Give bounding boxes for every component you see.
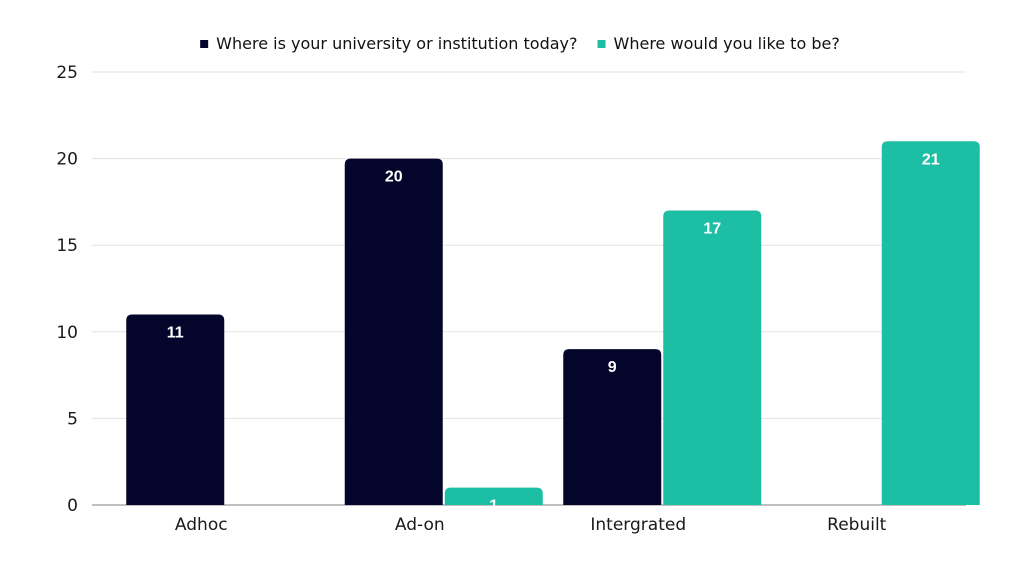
legend-item: Where is your university or institution …: [200, 34, 578, 53]
legend-swatch: [200, 40, 209, 48]
y-tick-label: 15: [56, 236, 78, 256]
bar-adhoc-series-1: [126, 314, 225, 505]
data-label: 21: [922, 151, 940, 168]
legend-label: Where is your university or institution …: [216, 34, 577, 53]
legend: Where is your university or institution …: [200, 34, 840, 53]
bar-ad-on-series-2: [444, 487, 543, 505]
y-tick-label: 10: [56, 323, 78, 343]
data-label: 11: [167, 324, 184, 341]
legend-label: Where would you like to be?: [614, 34, 840, 53]
data-label: 17: [703, 221, 721, 238]
y-tick-label: 20: [56, 150, 78, 170]
x-axis-categories: Adhoc Ad-on Intergrated Rebuilt: [175, 515, 887, 535]
legend-swatch: [597, 40, 606, 48]
x-category-label: Ad-on: [395, 515, 445, 535]
x-category-label: Adhoc: [175, 515, 228, 535]
x-category-label: Rebuilt: [827, 515, 887, 535]
data-label: 9: [608, 359, 617, 376]
legend-item: Where would you like to be?: [597, 34, 840, 53]
bar-intergrated-series-2: [663, 210, 762, 505]
bar-intergrated-series-1: [563, 349, 662, 505]
data-label: 1: [489, 498, 498, 515]
bar-ad-on-series-1: [344, 158, 443, 505]
bar-rebuilt-series-2: [881, 141, 980, 505]
y-tick-label: 25: [56, 63, 78, 83]
y-tick-label: 0: [67, 496, 78, 516]
x-category-label: Intergrated: [590, 515, 686, 535]
data-labels: 11 20 1 9 17 21: [167, 151, 940, 514]
y-axis-ticks: 0 5 10 15 20 25: [56, 63, 78, 516]
bars: [126, 141, 980, 505]
y-tick-label: 5: [67, 409, 78, 429]
data-label: 20: [385, 169, 403, 186]
